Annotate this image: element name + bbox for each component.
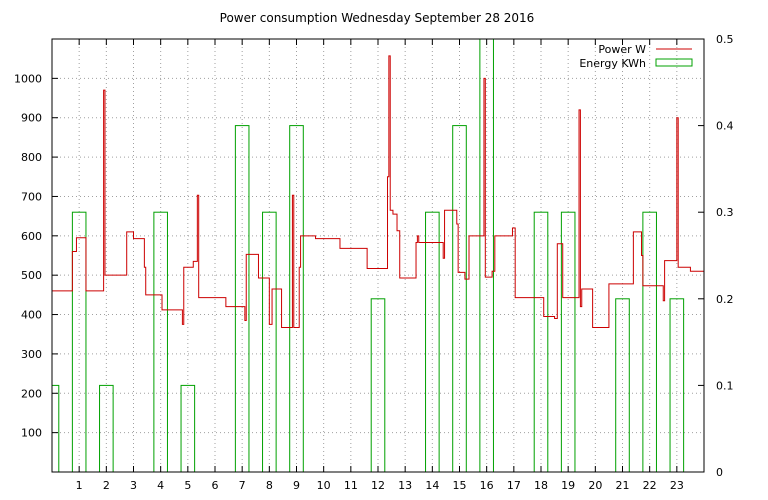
- energy-bar: [615, 298, 630, 473]
- legend-power-label: Power W: [598, 43, 646, 56]
- x-tick-label: 19: [561, 479, 575, 492]
- chart-title: Power consumption Wednesday September 28…: [220, 11, 535, 25]
- x-tick-label: 20: [588, 479, 602, 492]
- y-tick-label: 500: [21, 269, 42, 282]
- y-tick-label: 900: [21, 112, 42, 125]
- y-tick-label: 200: [21, 387, 42, 400]
- x-tick-label: 1: [76, 479, 83, 492]
- y2-tick-label: 0.2: [716, 293, 734, 306]
- energy-bar: [289, 125, 304, 473]
- x-tick-label: 12: [371, 479, 385, 492]
- y-tick-label: 300: [21, 348, 42, 361]
- x-tick-label: 23: [670, 479, 684, 492]
- legend-energy-swatch: [655, 58, 693, 67]
- x-tick-label: 17: [507, 479, 521, 492]
- x-tick-label: 5: [184, 479, 191, 492]
- y2-tick-label: 0.4: [716, 120, 734, 133]
- x-tick-label: 3: [130, 479, 137, 492]
- x-tick-label: 16: [480, 479, 494, 492]
- energy-bar: [669, 298, 685, 473]
- x-tick-label: 14: [425, 479, 439, 492]
- y2-tick-label: 0.5: [716, 33, 734, 46]
- y2-tick-label: 0.1: [716, 379, 734, 392]
- legend-energy-label: Energy KWh: [579, 57, 646, 70]
- x-tick-label: 11: [344, 479, 358, 492]
- y2-tick-label: 0: [716, 466, 723, 479]
- x-tick-label: 13: [398, 479, 412, 492]
- y-tick-label: 700: [21, 190, 42, 203]
- energy-bar: [452, 125, 467, 473]
- x-tick-label: 21: [616, 479, 630, 492]
- x-tick-label: 4: [157, 479, 164, 492]
- x-tick-label: 2: [103, 479, 110, 492]
- power-series-line: [52, 55, 704, 329]
- y2-tick-label: 0.3: [716, 206, 734, 219]
- energy-bar: [234, 125, 250, 473]
- x-tick-label: 15: [453, 479, 467, 492]
- energy-bar: [370, 298, 386, 473]
- x-tick-label: 6: [212, 479, 219, 492]
- energy-series: [51, 38, 685, 473]
- axis-ticks: 1 2 3 4 5 6 7 8 9 10 11 12 13 14 15 16 17 18 19 20 21 22 23100…: [14, 33, 734, 492]
- energy-bar: [51, 384, 60, 473]
- x-tick-label: 10: [317, 479, 331, 492]
- x-tick-label: 22: [643, 479, 657, 492]
- x-tick-label: 18: [534, 479, 548, 492]
- y-tick-label: 100: [21, 427, 42, 440]
- legend: Power W Energy KWh: [579, 43, 693, 70]
- y-tick-label: 600: [21, 230, 42, 243]
- y-tick-label: 400: [21, 309, 42, 322]
- y-tick-label: 1000: [14, 72, 42, 85]
- x-tick-label: 9: [293, 479, 300, 492]
- x-tick-label: 7: [239, 479, 246, 492]
- y-tick-label: 800: [21, 151, 42, 164]
- grid-lines: [52, 39, 704, 472]
- x-tick-label: 8: [266, 479, 273, 492]
